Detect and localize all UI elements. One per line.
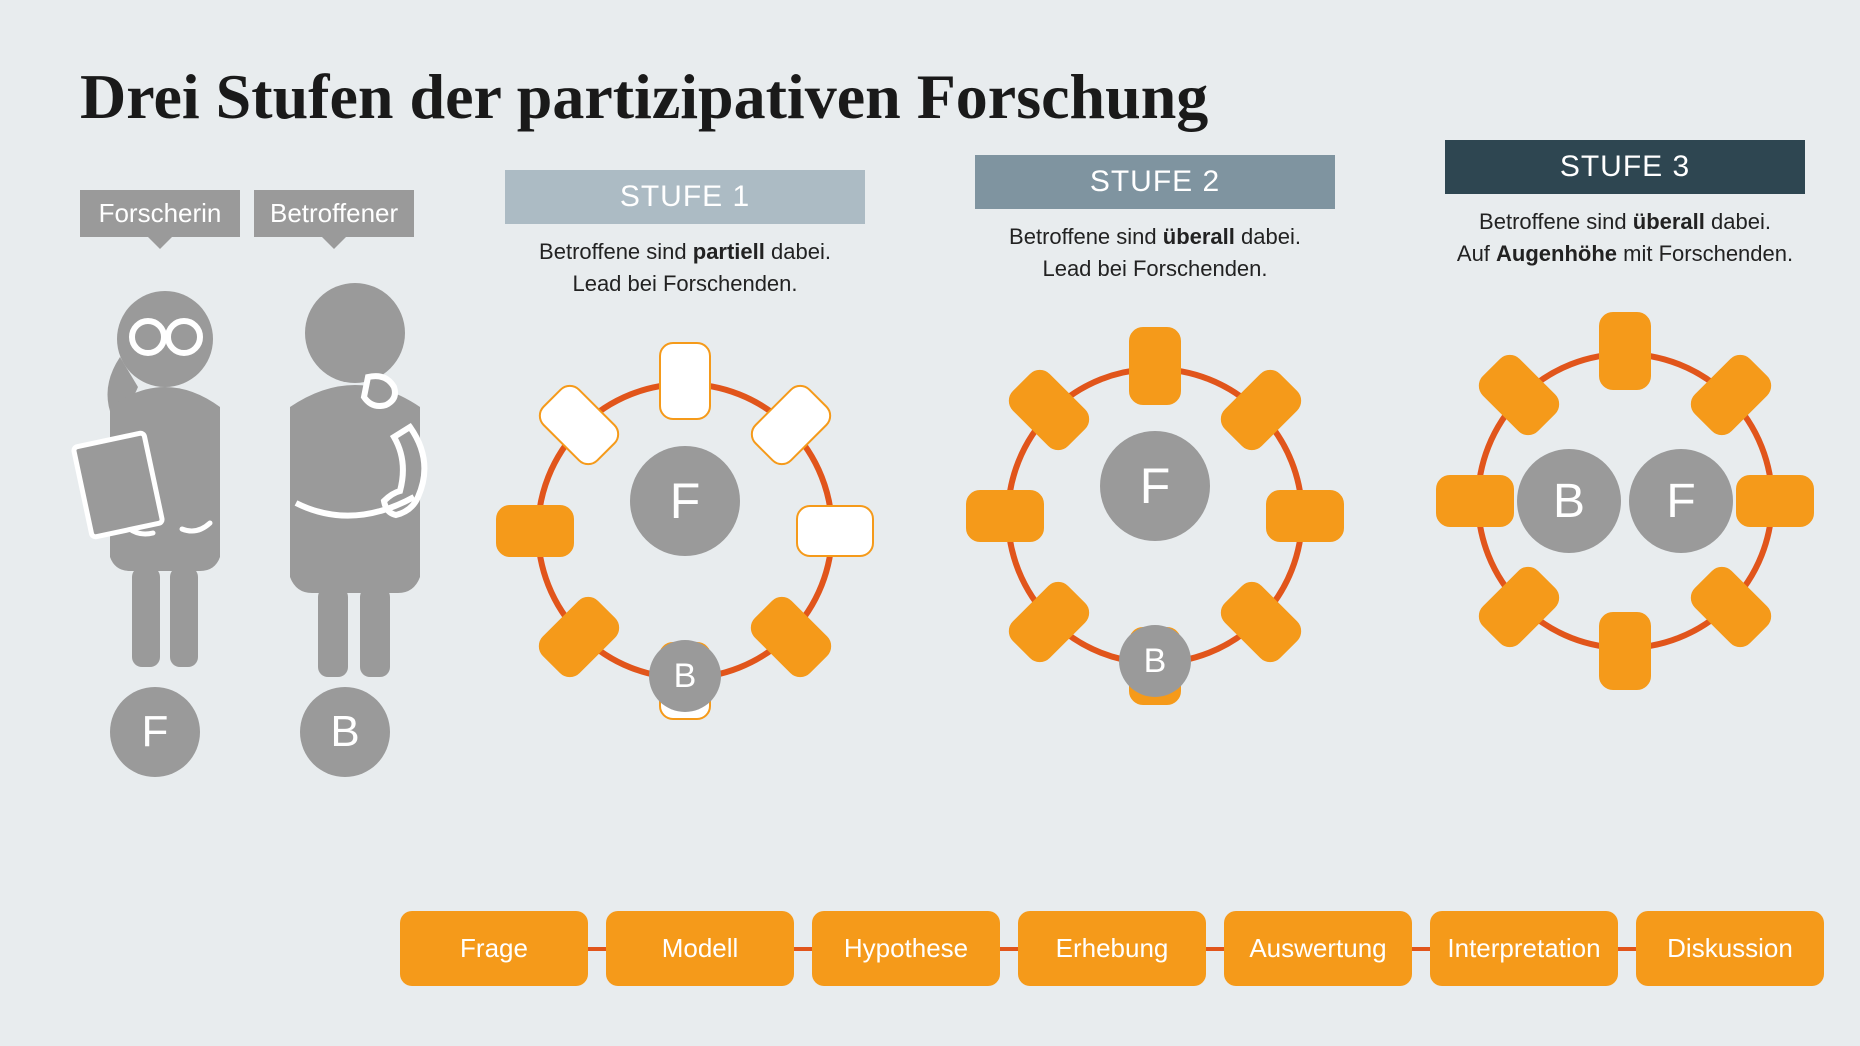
ring-node: [1599, 612, 1651, 690]
step-interpretation: Interpretation: [1430, 911, 1618, 986]
step-hypothese: Hypothese: [812, 911, 1000, 986]
stufe-desc: Betroffene sind überall dabei.Lead bei F…: [940, 221, 1370, 301]
inner-pair-left: B: [1517, 449, 1621, 553]
badge-betroffener: B: [300, 687, 390, 777]
ring-node: [1436, 475, 1514, 527]
stufe-header: STUFE 1: [505, 170, 865, 224]
step-connector: [1206, 947, 1224, 951]
step-erhebung: Erhebung: [1018, 911, 1206, 986]
step-connector: [588, 947, 606, 951]
personas-block: Forscherin Betroffener: [80, 190, 440, 777]
process-steps: FrageModellHypotheseErhebungAuswertungIn…: [400, 911, 1824, 986]
ring-node: [1599, 312, 1651, 390]
persona-figures-icon: [70, 267, 450, 687]
step-connector: [794, 947, 812, 951]
stufe-desc: Betroffene sind überall dabei.Auf Augenh…: [1410, 206, 1840, 286]
inner-participant: B: [649, 640, 721, 712]
ring-diagram: FB: [970, 331, 1340, 701]
step-frage: Frage: [400, 911, 588, 986]
inner-pair-right: F: [1629, 449, 1733, 553]
inner-pair: BF: [1517, 449, 1733, 553]
inner-participant: B: [1119, 625, 1191, 697]
stufe-2: STUFE 2 Betroffene sind überall dabei.Lea…: [940, 155, 1370, 716]
stufe-header: STUFE 3: [1445, 140, 1805, 194]
stufe-header: STUFE 2: [975, 155, 1335, 209]
inner-lead: F: [1100, 431, 1210, 541]
stufe-1: STUFE 1 Betroffene sind partiell dabei.Le…: [470, 170, 900, 716]
ring-node: [966, 490, 1044, 542]
label-betroffener: Betroffener: [254, 190, 414, 237]
stufe-desc: Betroffene sind partiell dabei.Lead bei …: [470, 236, 900, 316]
ring-diagram: BF: [1440, 316, 1810, 686]
ring-node: [659, 342, 711, 420]
step-connector: [1412, 947, 1430, 951]
inner-lead: F: [630, 446, 740, 556]
step-connector: [1000, 947, 1018, 951]
stufe-3: STUFE 3 Betroffene sind überall dabei.Auf…: [1410, 140, 1840, 716]
step-modell: Modell: [606, 911, 794, 986]
page-title: Drei Stufen der partizipativen Forschung: [80, 60, 1208, 134]
step-auswertung: Auswertung: [1224, 911, 1412, 986]
ring-diagram: FB: [500, 346, 870, 716]
step-diskussion: Diskussion: [1636, 911, 1824, 986]
step-connector: [1618, 947, 1636, 951]
ring-node: [496, 505, 574, 557]
stufen-row: STUFE 1 Betroffene sind partiell dabei.Le…: [470, 170, 1840, 716]
ring-node: [1129, 327, 1181, 405]
badge-forscherin: F: [110, 687, 200, 777]
label-forscherin: Forscherin: [80, 190, 240, 237]
ring-node: [1736, 475, 1814, 527]
ring-node: [796, 505, 874, 557]
ring-node: [1266, 490, 1344, 542]
